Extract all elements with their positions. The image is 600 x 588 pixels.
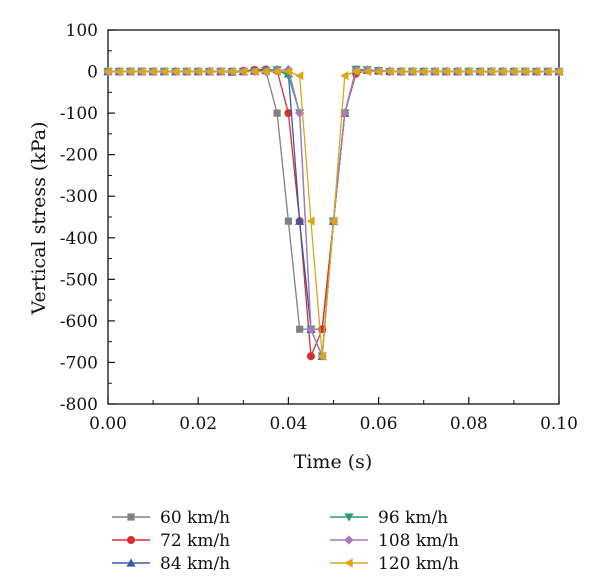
data-point: [249, 66, 259, 77]
data-point: [204, 66, 214, 77]
data-point: [452, 66, 462, 77]
series-84-km-h: [103, 64, 564, 360]
data-point: [103, 66, 112, 77]
y-tick-label: -800: [60, 395, 98, 415]
y-tick-label: -100: [60, 104, 98, 124]
data-point: [486, 66, 496, 77]
data-point: [317, 351, 326, 361]
data-point: [125, 66, 135, 77]
series-line: [108, 69, 559, 330]
data-point: [340, 108, 350, 118]
y-tick-label: 100: [66, 21, 98, 41]
data-point: [283, 66, 293, 77]
data-point: [284, 217, 292, 225]
x-tick-label: 0.04: [269, 414, 307, 434]
data-point: [464, 66, 473, 77]
data-point: [328, 216, 338, 226]
series-60-km-h: [104, 66, 563, 333]
legend-label: 60 km/h: [160, 508, 230, 528]
data-point: [306, 216, 315, 226]
data-point: [520, 66, 529, 77]
y-tick-label: -300: [60, 187, 98, 207]
legend-marker: [344, 535, 354, 545]
data-point: [385, 66, 394, 77]
data-point: [296, 325, 304, 333]
legend: 60 km/h 72 km/h 84 km/h 96 km/h 108 km/h 120 …: [112, 508, 459, 574]
x-tick-label: 0.08: [450, 414, 488, 434]
y-axis-title: Vertical stress (kPa): [28, 122, 50, 316]
y-tick-label: -400: [60, 229, 98, 249]
data-point: [295, 108, 305, 118]
legend-label: 120 km/h: [378, 554, 459, 574]
series-line: [108, 70, 559, 357]
series-120-km-h: [103, 66, 563, 361]
legend-marker: [344, 513, 354, 522]
legend-item: 96 km/h: [330, 508, 448, 528]
data-point: [396, 66, 405, 77]
legend-item: 60 km/h: [112, 508, 230, 528]
legend-item: 108 km/h: [330, 531, 459, 551]
legend-label: 96 km/h: [378, 508, 448, 528]
data-point: [306, 352, 315, 361]
data-point: [306, 324, 316, 334]
legend-marker: [127, 536, 135, 544]
data-point: [216, 66, 225, 77]
data-point: [148, 66, 157, 77]
data-point: [543, 66, 552, 77]
y-tick-label: 0: [87, 63, 98, 83]
data-point: [284, 109, 293, 118]
data-point: [531, 66, 541, 77]
data-point: [171, 66, 180, 77]
data-point: [419, 66, 428, 77]
data-point: [407, 66, 417, 77]
data-point: [295, 216, 305, 225]
y-tick-label: -700: [60, 353, 98, 373]
data-point: [114, 66, 123, 77]
data-point: [272, 66, 281, 77]
data-point: [374, 66, 383, 77]
data-point: [295, 71, 304, 81]
data-point: [193, 66, 202, 77]
data-point: [509, 66, 518, 77]
legend-marker: [126, 558, 136, 567]
data-point: [430, 66, 439, 77]
legend-label: 72 km/h: [160, 531, 230, 551]
series-layer: [103, 64, 564, 361]
legend-item: 84 km/h: [112, 554, 230, 574]
data-point: [475, 66, 484, 77]
data-point: [273, 109, 281, 117]
data-point: [137, 66, 146, 77]
x-axis-title: Time (s): [294, 451, 373, 473]
data-point: [227, 66, 236, 77]
legend-item: 72 km/h: [112, 531, 230, 551]
legend-item: 120 km/h: [330, 554, 459, 574]
y-tick-label: -600: [60, 312, 98, 332]
data-point: [441, 66, 450, 77]
legend-marker: [127, 513, 135, 521]
x-axis: 0.00 0.02 0.04 0.06 0.08 0.10: [89, 397, 578, 434]
x-tick-label: 0.06: [360, 414, 398, 434]
data-point: [554, 66, 563, 77]
data-point: [498, 66, 507, 77]
data-point: [182, 66, 191, 77]
data-point: [351, 66, 360, 77]
x-tick-label: 0.10: [540, 414, 578, 434]
x-tick-label: 0.00: [89, 414, 127, 434]
data-point: [362, 66, 372, 77]
legend-marker: [344, 558, 353, 568]
data-point: [238, 66, 247, 77]
x-tick-label: 0.02: [179, 414, 217, 434]
data-point: [159, 66, 169, 77]
data-point: [261, 66, 270, 77]
y-tick-label: -500: [60, 270, 98, 290]
data-point: [340, 71, 349, 81]
y-tick-label: -200: [60, 146, 98, 166]
legend-label: 108 km/h: [378, 531, 459, 551]
legend-label: 84 km/h: [160, 554, 230, 574]
y-axis: 100 0 -100 -200 -300 -400 -500 -600 -700 -800: [60, 21, 115, 415]
